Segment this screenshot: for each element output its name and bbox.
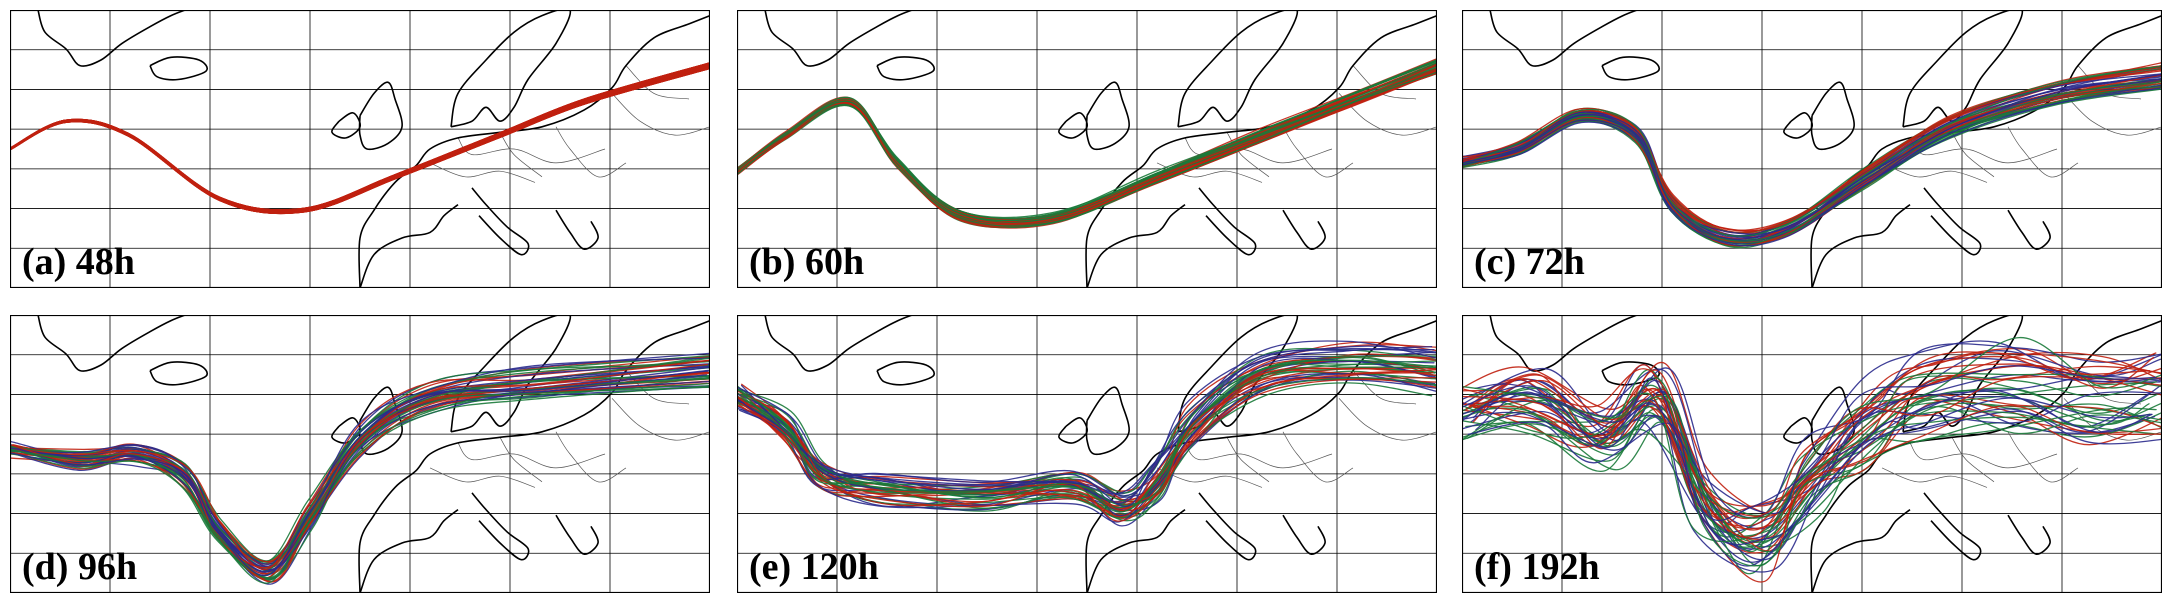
panel-b: (b) 60h xyxy=(737,10,1437,288)
panel-d: (d) 96h xyxy=(10,315,710,593)
trajectory-line xyxy=(737,360,1437,512)
panel-frame xyxy=(1462,10,2162,288)
map-f: (f) 192h xyxy=(1462,315,2162,593)
trajectory-line xyxy=(1462,66,2162,232)
trajectory-line xyxy=(10,67,710,214)
panel-label: (c) 72h xyxy=(1474,241,1585,283)
panel-frame xyxy=(737,315,1437,593)
trajectory-line xyxy=(10,370,710,571)
trajectory-line xyxy=(1473,372,2162,543)
trajectory-line xyxy=(1462,78,2162,239)
coastlines xyxy=(1489,315,2162,593)
trajectory-line xyxy=(737,71,1437,227)
trajectory-line xyxy=(737,62,1437,222)
trajectory-line xyxy=(11,363,708,570)
map-grid xyxy=(10,10,710,288)
trajectory-line xyxy=(1462,387,2162,540)
trajectory-line xyxy=(737,345,1437,508)
ensemble-trajectories xyxy=(737,58,1437,229)
trajectory-line xyxy=(1462,336,2162,519)
map-e: (e) 120h xyxy=(737,315,1437,593)
trajectory-line xyxy=(741,376,1437,512)
ensemble-trajectories xyxy=(1462,336,2162,583)
trajectory-line xyxy=(737,348,1435,497)
panel-a: (a) 48h xyxy=(10,10,710,288)
map-d: (d) 96h xyxy=(10,315,710,593)
panel-label: (d) 96h xyxy=(22,546,137,588)
panel-frame xyxy=(10,315,710,593)
trajectory-line xyxy=(1462,73,2162,240)
ensemble-trajectories xyxy=(10,62,710,215)
trajectory-line xyxy=(1462,81,2162,242)
ensemble-trajectories xyxy=(1462,62,2162,249)
map-a: (a) 48h xyxy=(10,10,710,288)
trajectory-line xyxy=(10,64,710,213)
trajectory-line xyxy=(1474,376,2162,538)
trajectory-line xyxy=(1470,352,2157,516)
map-grid xyxy=(737,10,1437,288)
trajectory-line xyxy=(740,340,1437,504)
panel-f: (f) 192h xyxy=(1462,315,2162,593)
trajectory-line xyxy=(10,360,710,563)
trajectory-line xyxy=(10,386,710,584)
trajectory-line xyxy=(737,59,1437,219)
ensemble-trajectories xyxy=(737,340,1437,527)
trajectory-line xyxy=(10,369,709,577)
trajectory-line xyxy=(1462,395,2157,567)
trajectory-line xyxy=(1463,65,2162,237)
country-borders xyxy=(429,370,710,488)
trajectory-line xyxy=(737,351,1434,498)
panel-label: (b) 60h xyxy=(749,241,864,283)
trajectory-line xyxy=(1462,377,2151,542)
trajectory-line xyxy=(1473,355,2155,520)
panel-frame xyxy=(10,10,710,288)
map-b: (b) 60h xyxy=(737,10,1437,288)
trajectory-line xyxy=(737,345,1433,495)
trajectory-line xyxy=(741,377,1437,513)
trajectory-line xyxy=(1475,391,2162,561)
panel-c: (c) 72h xyxy=(1462,10,2162,288)
trajectory-line xyxy=(1462,340,2162,515)
coastlines xyxy=(764,10,1437,288)
panel-e: (e) 120h xyxy=(737,315,1437,593)
trajectory-line xyxy=(1462,397,2153,546)
trajectory-line xyxy=(1462,351,2162,527)
trajectory-line xyxy=(11,366,710,565)
trajectory-line xyxy=(737,359,1434,507)
trajectory-line xyxy=(737,347,1437,494)
panel-frame xyxy=(1462,315,2162,593)
trajectory-line xyxy=(1467,389,2153,567)
trajectory-line xyxy=(737,354,1437,497)
panel-label: (a) 48h xyxy=(22,241,135,283)
trajectory-line xyxy=(1474,343,2162,519)
coastlines xyxy=(37,315,710,593)
ensemble-trajectories xyxy=(10,352,710,585)
trajectory-line xyxy=(1462,365,2157,522)
panel-frame xyxy=(737,10,1437,288)
panel-label: (f) 192h xyxy=(1474,546,1600,588)
panel-label: (e) 120h xyxy=(749,546,879,588)
map-c: (c) 72h xyxy=(1462,10,2162,288)
trajectory-line xyxy=(741,372,1437,523)
trajectory-line xyxy=(1462,87,2161,247)
trajectory-line xyxy=(1473,399,2162,583)
